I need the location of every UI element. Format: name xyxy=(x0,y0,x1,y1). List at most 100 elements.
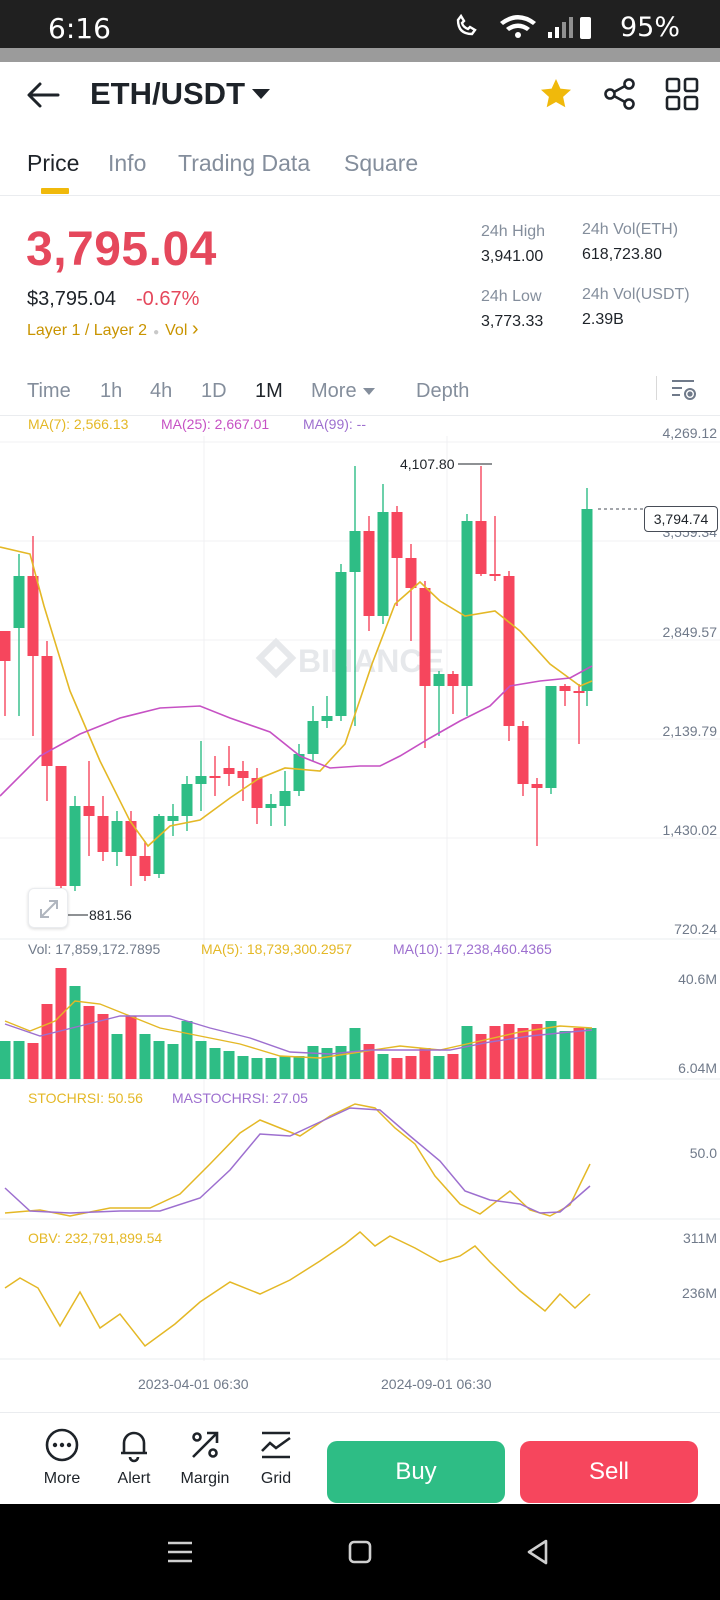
volume-bar xyxy=(363,1044,375,1079)
candle-11 xyxy=(153,816,165,874)
candle-42 xyxy=(581,509,593,691)
category-tag[interactable]: Layer 1 / Layer 2 xyxy=(27,322,148,339)
tab-square[interactable]: Square xyxy=(344,150,419,176)
candle-17 xyxy=(237,771,249,778)
obv-line xyxy=(4,1231,591,1348)
header: ETH/USDT xyxy=(0,62,720,128)
favorite-star-icon[interactable] xyxy=(538,76,574,112)
layout-grid-icon[interactable] xyxy=(664,76,700,112)
candle-3 xyxy=(41,656,53,766)
status-time: 6:16 xyxy=(48,12,111,45)
candle-12 xyxy=(167,816,179,821)
volume-bar xyxy=(181,1021,193,1079)
candle-37 xyxy=(517,726,529,784)
interval-more[interactable]: More xyxy=(311,380,375,403)
more-action[interactable]: More xyxy=(29,1421,95,1488)
tab-price[interactable]: Price xyxy=(27,150,80,176)
volume-bar xyxy=(41,1004,53,1079)
candle-23 xyxy=(321,716,333,721)
candle-20 xyxy=(279,791,291,806)
status-bar: 6:16 95% xyxy=(0,0,720,48)
main-tabs: Price Info Trading Data Square xyxy=(0,140,720,196)
interval-1h[interactable]: 1h xyxy=(100,380,123,402)
volume-ma10-label: MA(10): 17,238,460.4365 xyxy=(393,941,552,957)
vol-tag[interactable]: Vol xyxy=(165,322,188,339)
candle-26 xyxy=(363,531,375,616)
ma7-line xyxy=(0,546,593,848)
tag-separator: ● xyxy=(153,327,160,338)
interval-1d[interactable]: 1D xyxy=(201,380,227,402)
vol-usdt-value: 2.39B xyxy=(582,311,624,328)
candle-24 xyxy=(335,572,347,716)
volume-bar xyxy=(545,1021,557,1079)
ma25-label: MA(25): 2,667.01 xyxy=(161,416,270,432)
back-nav-icon[interactable] xyxy=(520,1534,556,1570)
bottom-action-bar: More Alert Margin Grid Buy Sell xyxy=(0,1412,720,1504)
interval-divider xyxy=(656,376,657,400)
volume-bar xyxy=(69,986,81,1079)
high-annotation: 4,107.80 xyxy=(400,456,455,472)
interval-depth[interactable]: Depth xyxy=(416,380,470,402)
chart-canvas: BINANCE xyxy=(0,436,720,1361)
candle-30 xyxy=(419,588,431,686)
candle-29 xyxy=(405,558,417,588)
volume-bar xyxy=(237,1056,249,1079)
signal-icon xyxy=(548,17,573,38)
ma7-label: MA(7): 2,566.13 xyxy=(28,416,129,432)
alert-action[interactable]: Alert xyxy=(101,1421,167,1488)
vol-eth-value: 618,723.80 xyxy=(582,246,663,263)
chart-settings-icon[interactable] xyxy=(670,376,698,402)
interval-time[interactable]: Time xyxy=(27,380,71,402)
volume-bar xyxy=(531,1024,543,1079)
volume-bar xyxy=(517,1028,529,1079)
interval-1m[interactable]: 1M xyxy=(255,380,283,402)
sell-button[interactable]: Sell xyxy=(520,1441,698,1503)
date-axis-label: 2024-09-01 06:30 xyxy=(381,1376,492,1392)
margin-action[interactable]: Margin xyxy=(172,1421,238,1488)
tab-trading-data[interactable]: Trading Data xyxy=(178,150,311,176)
tab-info[interactable]: Info xyxy=(108,150,147,176)
price-axis-label: 2,139.79 xyxy=(662,723,718,739)
margin-action-label: Margin xyxy=(180,1470,230,1487)
volume-bar xyxy=(349,1028,361,1079)
back-arrow-icon[interactable] xyxy=(26,80,60,110)
volume-bar xyxy=(433,1056,445,1079)
volume-bar xyxy=(419,1048,431,1079)
volume-bar xyxy=(447,1054,459,1079)
recent-apps-icon[interactable] xyxy=(162,1534,198,1570)
volume-bar xyxy=(377,1054,389,1079)
mastochrsi-line xyxy=(4,1107,591,1214)
volume-bar xyxy=(489,1026,501,1079)
volume-bar xyxy=(223,1051,235,1079)
candle-5 xyxy=(69,806,81,886)
wifi-icon xyxy=(500,15,536,38)
volume-bar xyxy=(0,1041,11,1079)
alert-action-label: Alert xyxy=(117,1470,151,1487)
volume-bar xyxy=(167,1044,179,1079)
candle-41 xyxy=(573,691,585,693)
chevron-right-icon[interactable]: › xyxy=(191,318,199,340)
interval-4h[interactable]: 4h xyxy=(150,380,173,402)
candlestick-chart[interactable]: BINANCE MA(7): 2,566.13 MA(25): 2,667.01… xyxy=(0,416,720,1412)
expand-chart-icon[interactable] xyxy=(28,888,68,928)
share-icon[interactable] xyxy=(602,76,638,112)
candle-14 xyxy=(195,776,207,784)
pair-title[interactable]: ETH/USDT xyxy=(90,76,245,111)
candle-22 xyxy=(307,721,319,754)
home-icon[interactable] xyxy=(342,1534,378,1570)
volume-axis-label: 6.04M xyxy=(678,1060,717,1076)
low-annotation: 881.56 xyxy=(89,907,132,923)
pair-dropdown-caret-icon[interactable] xyxy=(252,89,270,99)
volume-bar xyxy=(475,1034,487,1079)
buy-button[interactable]: Buy xyxy=(327,1441,505,1503)
low-24h-value: 3,773.33 xyxy=(481,313,544,330)
grid-action[interactable]: Grid xyxy=(243,1421,309,1488)
battery-percent: 95% xyxy=(619,12,680,43)
candle-21 xyxy=(293,754,305,791)
active-tab-indicator xyxy=(41,188,69,194)
system-navigation-bar xyxy=(0,1504,720,1600)
candle-15 xyxy=(209,776,221,778)
battery-icon xyxy=(580,17,591,39)
candle-33 xyxy=(461,521,473,686)
candle-1 xyxy=(13,576,25,628)
